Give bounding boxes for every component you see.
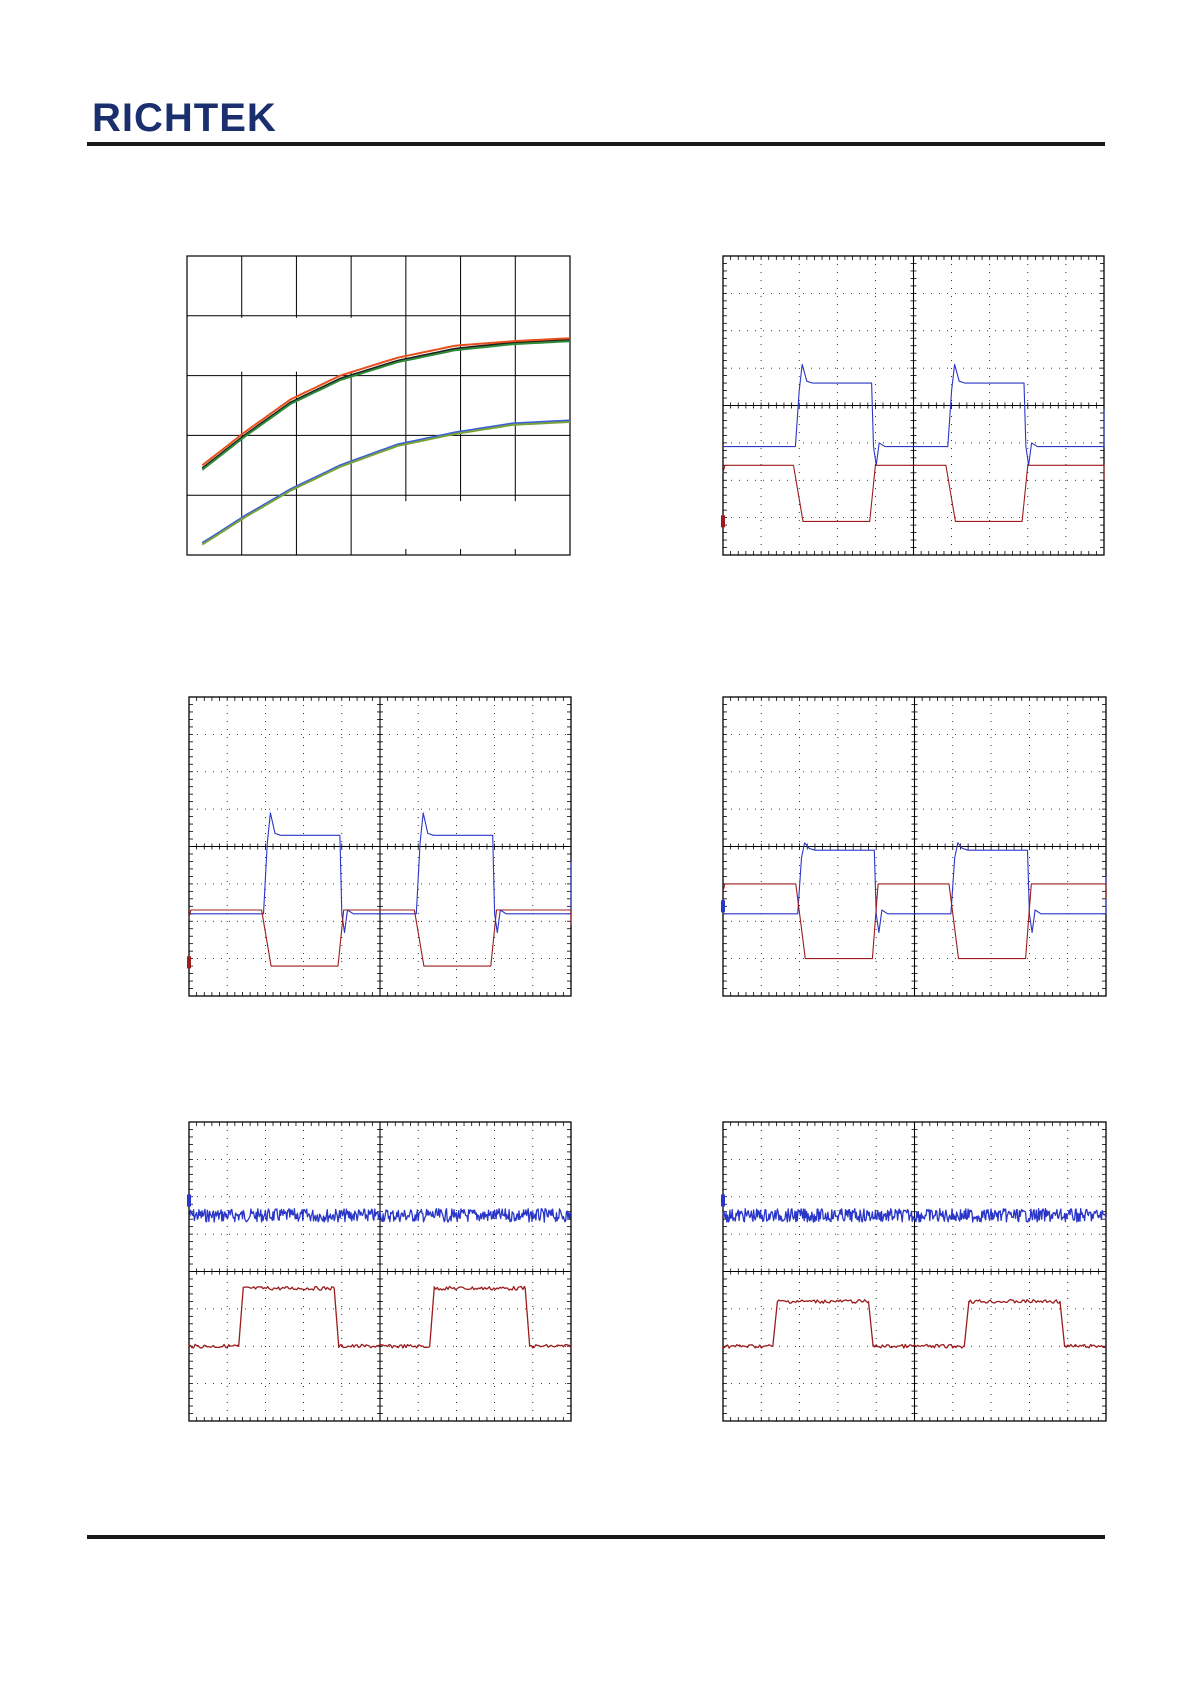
- marker-ch2: [721, 515, 725, 528]
- trace-ch2: [722, 464, 1105, 522]
- curve-series-4: [201, 419, 571, 544]
- curve-series-1: [201, 338, 571, 470]
- scope-capture-4: [187, 1120, 573, 1423]
- scope-capture-1: [721, 254, 1106, 557]
- marker-ch1: [721, 1194, 725, 1207]
- trace-ch1: [723, 363, 1105, 466]
- scope-capture-2: [187, 695, 573, 998]
- company-logo: RICHTEK: [92, 96, 277, 140]
- curve-series-5: [201, 420, 571, 546]
- curve-series-2: [201, 337, 571, 467]
- trace-ch1: [188, 1208, 572, 1223]
- efficiency-curve-chart: [185, 254, 572, 557]
- marker-ch1: [721, 900, 725, 913]
- footer-rule: [87, 1535, 1105, 1539]
- scope-capture-5: [721, 1120, 1108, 1423]
- trace-ch1: [723, 842, 1107, 934]
- trace-ch2: [188, 1285, 572, 1349]
- trace-ch2: [722, 883, 1107, 960]
- trace-ch2: [188, 909, 572, 967]
- marker-ch1: [187, 1194, 191, 1207]
- legend-box: [189, 317, 381, 372]
- curve-series-3: [201, 340, 571, 471]
- marker-ch2: [187, 956, 191, 969]
- header-rule: [87, 142, 1105, 146]
- scope-capture-3: [721, 695, 1108, 998]
- trace-ch1: [189, 812, 572, 934]
- trace-ch2: [722, 1298, 1107, 1349]
- plot-frame: [186, 255, 571, 556]
- note-box: [370, 501, 563, 550]
- trace-ch1: [722, 1208, 1107, 1223]
